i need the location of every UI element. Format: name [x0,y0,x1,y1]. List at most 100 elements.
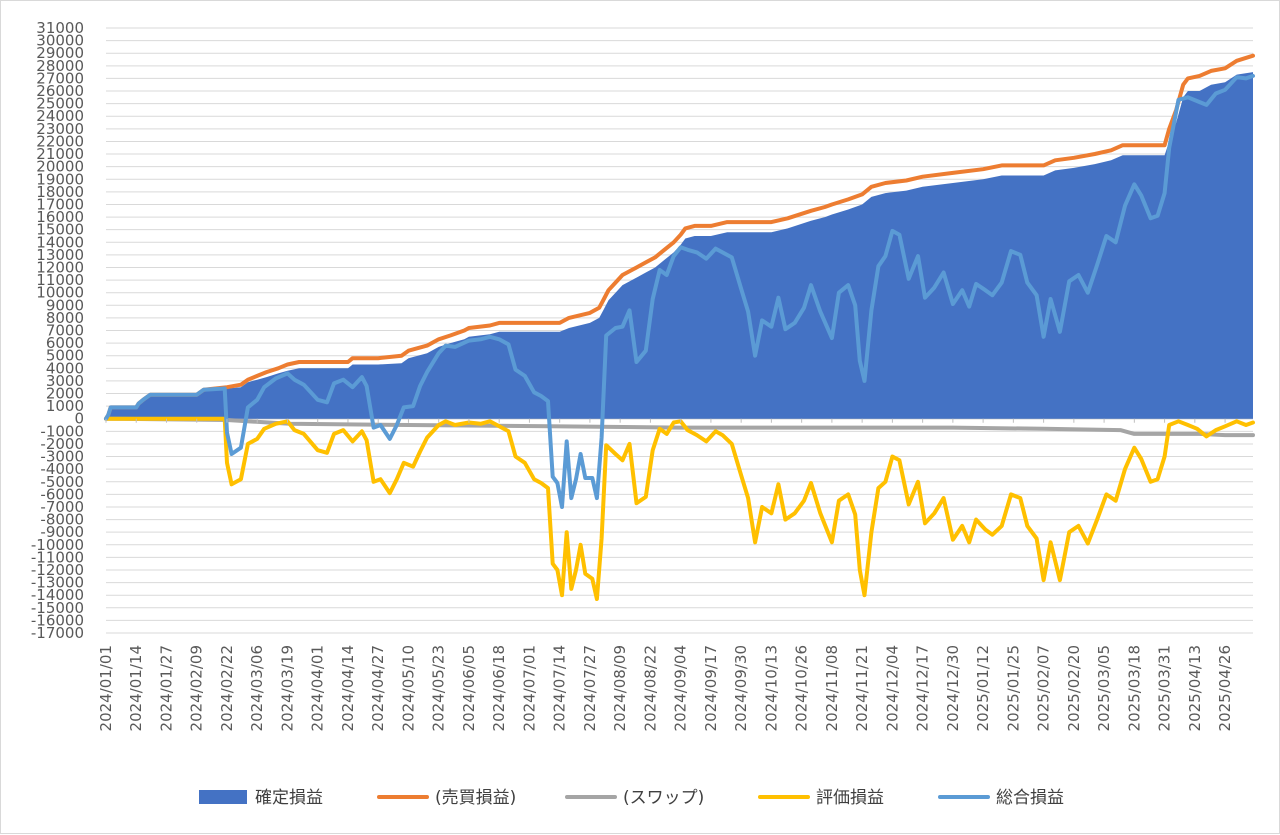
x-tick-label: 2024/03/06 [248,645,266,731]
y-tick-label: 2000 [46,385,84,403]
x-tick-label: 2024/09/04 [672,645,690,731]
legend-label: 評価損益 [816,788,884,808]
y-tick-label: 18000 [36,183,84,201]
y-tick-label: 7000 [46,322,84,340]
x-tick-label: 2024/06/05 [460,645,478,731]
x-tick-label: 2024/01/01 [97,645,115,731]
x-tick-label: 2025/01/12 [974,645,992,731]
y-tick-label: 16000 [36,208,84,226]
x-tick-label: 2024/05/10 [399,645,417,731]
x-tick-label: 2024/12/04 [883,645,901,731]
y-tick-label: 6000 [46,334,84,352]
legend-label: 総合損益 [996,788,1064,808]
y-tick-label: 13000 [36,246,84,264]
x-tick-label: 2024/08/09 [611,645,629,731]
series-line-(売買損益) [104,53,1255,421]
y-tick-label: 25000 [36,95,84,113]
x-tick-label: 2024/11/08 [823,645,841,731]
legend-swatch [199,790,247,804]
x-tick-label: 2024/03/19 [278,645,296,731]
y-tick-label: 24000 [36,107,84,125]
y-tick-label: -14000 [31,586,84,604]
x-tick-label: 2025/04/26 [1216,645,1234,731]
y-tick-label: 21000 [36,145,84,163]
y-tick-label: -13000 [31,574,84,592]
y-tick-label: 29000 [36,44,84,62]
x-tick-label: 2025/04/13 [1186,645,1204,731]
y-tick-label: 22000 [36,132,84,150]
y-tick-label: 26000 [36,82,84,100]
x-tick-label: 2025/03/18 [1125,645,1143,731]
plot-area [104,53,1255,601]
y-tick-label: 8000 [46,309,84,327]
series-line-総合損益 [104,73,1255,509]
y-tick-label: 20000 [36,158,84,176]
y-tick-label: 19000 [36,170,84,188]
x-tick-label: 2025/02/07 [1035,645,1053,731]
y-tick-label: -6000 [40,485,84,503]
x-tick-label: 2024/07/01 [520,645,538,731]
legend: 確定損益 (売買損益) (スワップ) 評価損益 総合損益 [199,788,1064,808]
y-tick-label: -1000 [40,422,84,440]
y-tick-label: -16000 [31,611,84,629]
x-tick-label: 2024/04/27 [369,645,387,731]
x-tick-label: 2024/11/21 [853,645,871,731]
y-tick-label: -4000 [40,460,84,478]
y-axis: -17000-16000-15000-14000-13000-12000-110… [31,19,84,642]
x-tick-label: 2025/03/05 [1095,645,1113,731]
y-tick-label: 1000 [46,397,84,415]
x-tick-label: 2024/02/09 [188,645,206,731]
y-tick-label: 9000 [46,296,84,314]
x-tick-label: 2024/07/14 [551,645,569,731]
y-tick-label: 15000 [36,221,84,239]
x-tick-label: 2024/09/30 [732,645,750,731]
x-tick-label: 2025/03/31 [1156,645,1174,731]
legend-label: (スワップ) [623,788,704,808]
series-line-評価損益 [104,416,1255,601]
x-tick-label: 2024/04/01 [309,645,327,731]
y-tick-label: 30000 [36,32,84,50]
y-tick-label: 0 [74,410,84,428]
series-area-確定損益 [106,72,1253,419]
y-tick-label: -15000 [31,599,84,617]
y-tick-label: -5000 [40,473,84,491]
y-tick-label: 11000 [36,271,84,289]
x-tick-label: 2024/01/14 [127,645,145,731]
y-tick-label: -7000 [40,498,84,516]
x-tick-label: 2024/05/23 [430,645,448,731]
x-tick-label: 2024/10/13 [762,645,780,731]
x-axis: 2024/01/01 2024/01/14 2024/01/27 2024/02/09… [97,418,1234,731]
y-tick-label: 3000 [46,372,84,390]
y-tick-label: -12000 [31,561,84,579]
x-tick-label: 2024/06/18 [490,645,508,731]
y-tick-label: 28000 [36,57,84,75]
legend-label: (売買損益) [435,788,516,808]
x-tick-label: 2024/08/22 [641,645,659,731]
y-tick-label: -17000 [31,624,84,642]
y-tick-label: 4000 [46,359,84,377]
y-tick-label: 31000 [36,19,84,37]
y-tick-label: 10000 [36,284,84,302]
y-tick-label: -2000 [40,435,84,453]
y-tick-label: -11000 [31,548,84,566]
x-tick-label: 2024/12/30 [944,645,962,731]
x-tick-label: 2024/12/17 [914,645,932,731]
y-tick-label: -8000 [40,511,84,529]
y-tick-label: -9000 [40,523,84,541]
x-tick-label: 2024/01/27 [157,645,175,731]
legend-label: 確定損益 [255,788,323,808]
y-tick-label: 17000 [36,195,84,213]
x-tick-label: 2024/07/27 [581,645,599,731]
x-tick-label: 2024/10/26 [793,645,811,731]
x-tick-label: 2024/09/17 [702,645,720,731]
x-tick-label: 2024/02/22 [218,645,236,731]
y-tick-label: 27000 [36,69,84,87]
y-tick-label: 5000 [46,347,84,365]
y-tick-label: -3000 [40,448,84,466]
x-tick-label: 2025/02/20 [1065,645,1083,731]
y-tick-label: -10000 [31,536,84,554]
y-tick-label: 14000 [36,233,84,251]
x-tick-label: 2024/04/14 [339,645,357,731]
